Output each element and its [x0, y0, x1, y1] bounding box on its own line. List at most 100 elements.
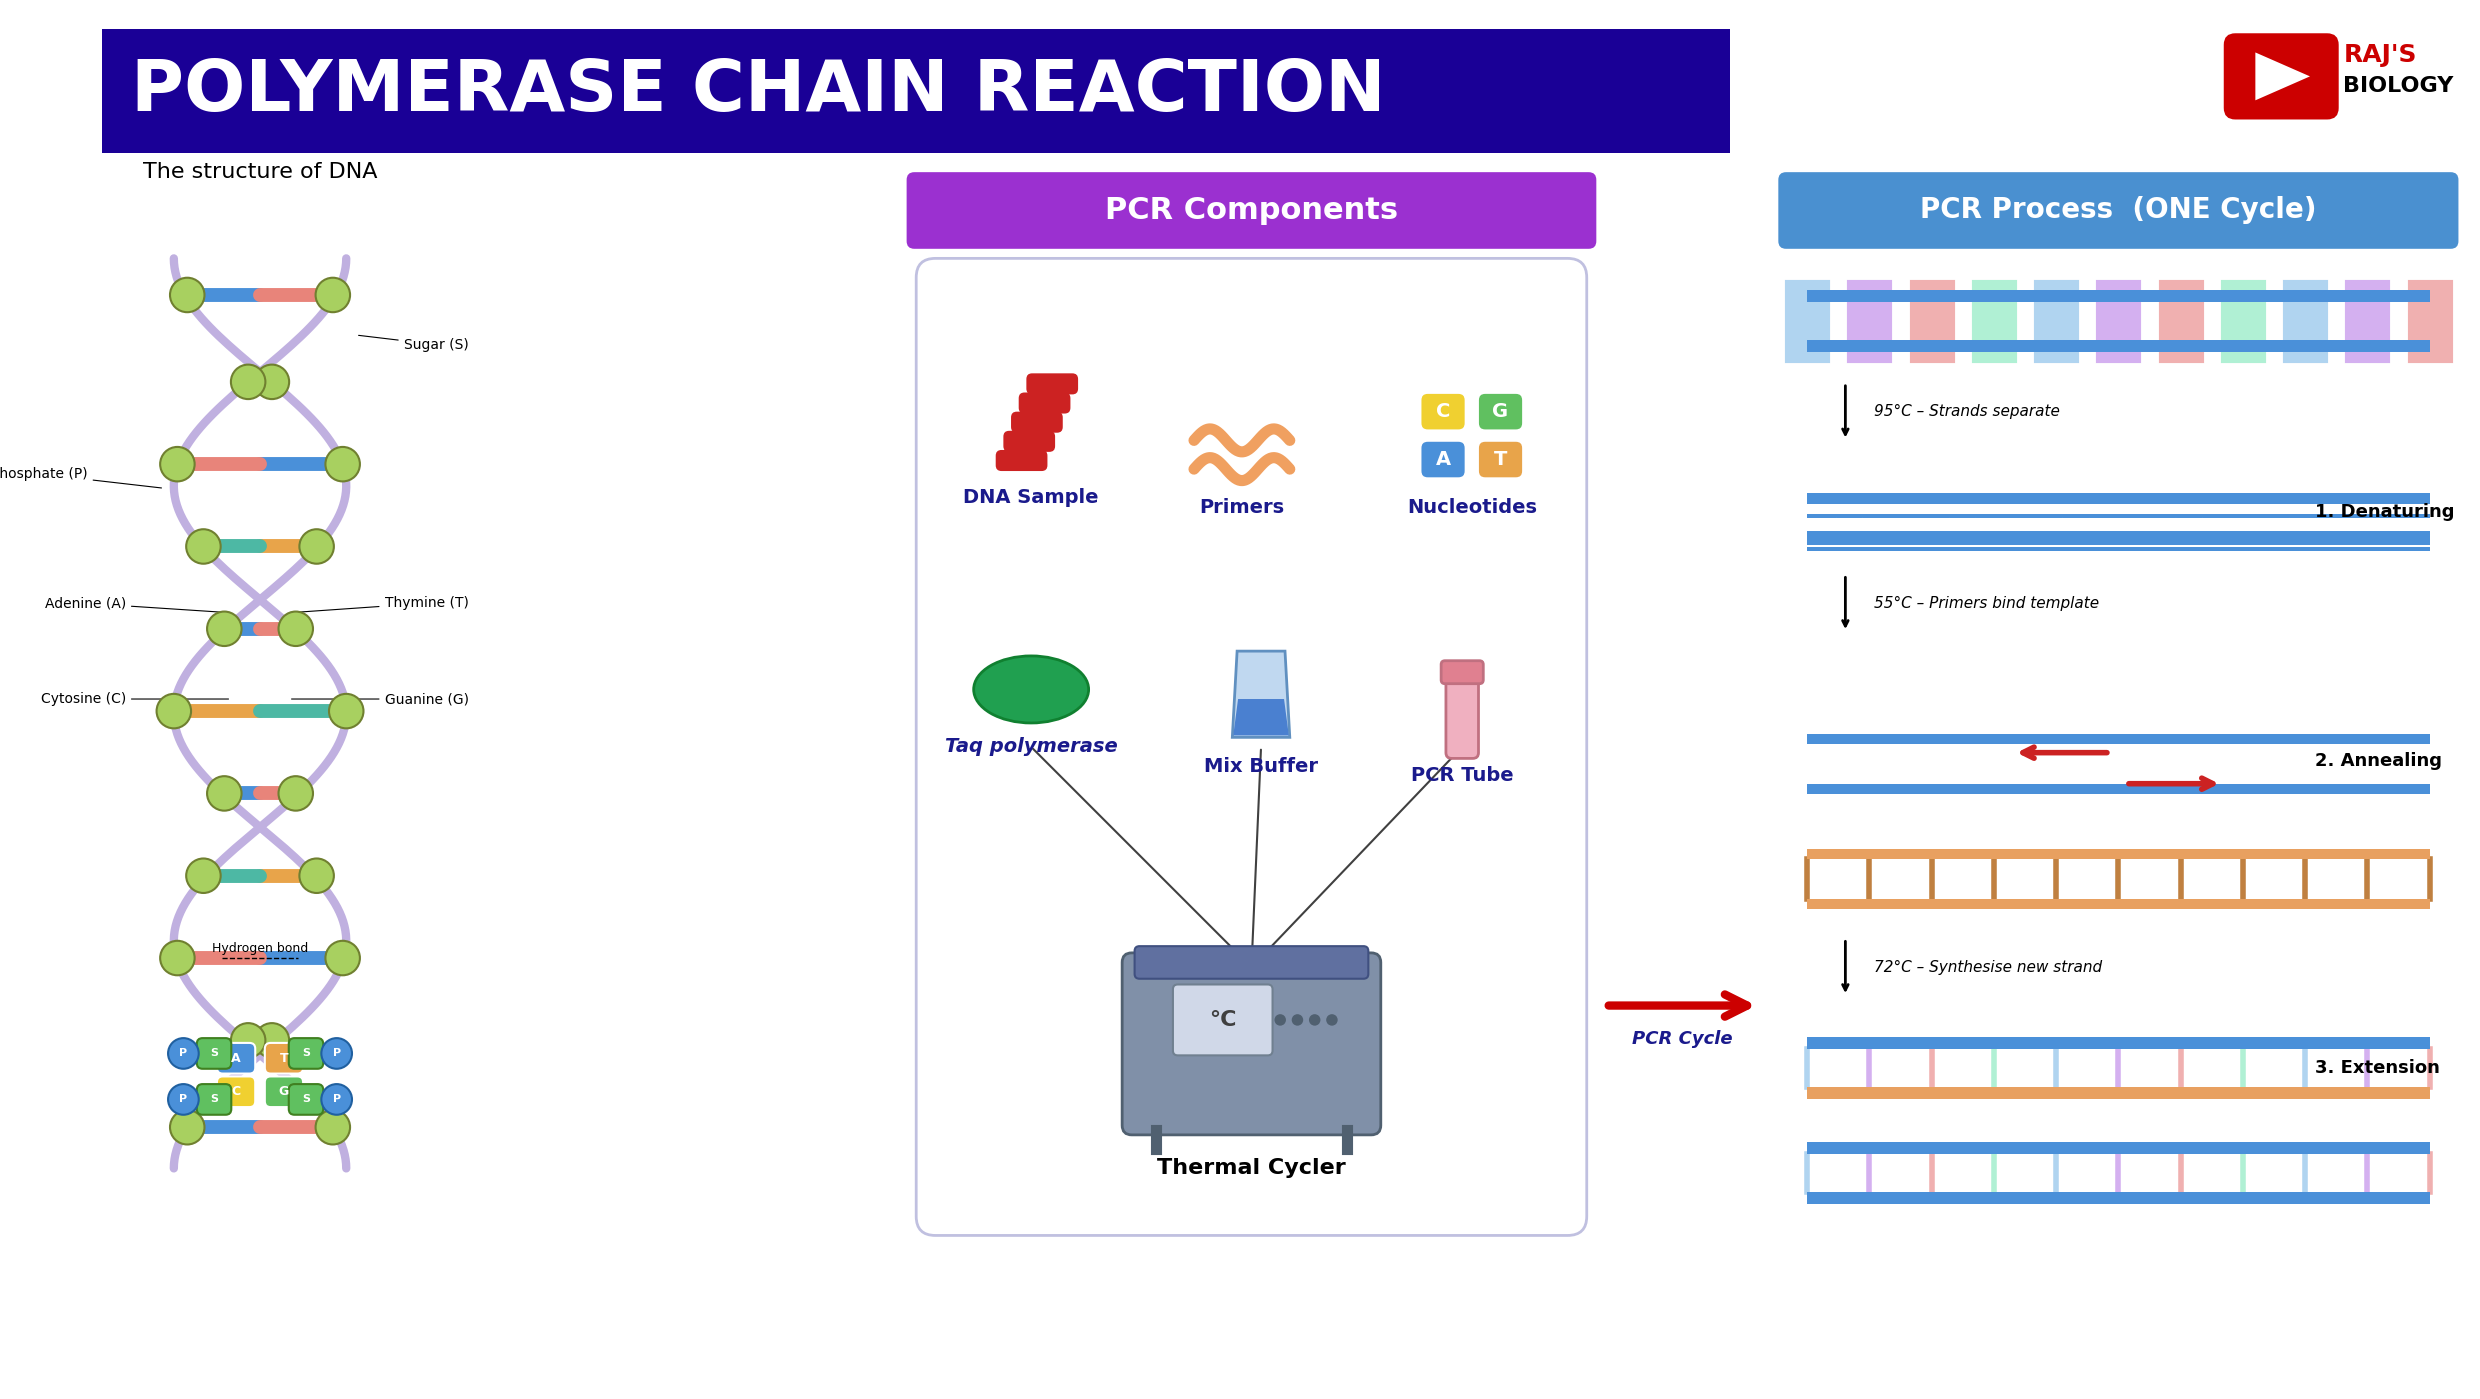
Circle shape	[206, 611, 241, 646]
FancyBboxPatch shape	[1121, 953, 1381, 1135]
Bar	[1808, 513, 2430, 518]
Text: PCR Process  (ONE Cycle): PCR Process (ONE Cycle)	[1920, 196, 2316, 224]
Circle shape	[325, 446, 360, 481]
Bar	[1808, 547, 2430, 551]
FancyBboxPatch shape	[216, 1042, 255, 1073]
Bar	[1808, 534, 2430, 546]
Circle shape	[186, 859, 221, 893]
Polygon shape	[1233, 700, 1290, 736]
Bar	[1808, 898, 2430, 909]
FancyBboxPatch shape	[1004, 431, 1054, 452]
Text: C: C	[231, 1086, 241, 1098]
Text: °C: °C	[1208, 1010, 1238, 1030]
Bar	[1808, 733, 2430, 744]
Circle shape	[1327, 1014, 1337, 1025]
FancyBboxPatch shape	[1027, 374, 1079, 395]
Bar	[1808, 494, 2430, 504]
Ellipse shape	[975, 656, 1089, 723]
Circle shape	[1292, 1014, 1302, 1025]
Circle shape	[171, 278, 203, 312]
Text: PCR Tube: PCR Tube	[1411, 767, 1513, 785]
FancyBboxPatch shape	[1446, 679, 1478, 758]
Bar	[1808, 290, 2430, 302]
Bar	[1808, 530, 2430, 534]
Circle shape	[186, 529, 221, 564]
Text: BIOLOGY: BIOLOGY	[2344, 76, 2453, 97]
FancyBboxPatch shape	[908, 172, 1597, 249]
Circle shape	[278, 776, 312, 810]
Text: Adenine (A): Adenine (A)	[45, 596, 228, 613]
Text: P: P	[179, 1048, 188, 1059]
FancyBboxPatch shape	[265, 1076, 303, 1107]
Text: P: P	[332, 1094, 340, 1104]
Bar	[1808, 497, 2430, 501]
Text: Primers: Primers	[1200, 498, 1285, 518]
Text: DNA Sample: DNA Sample	[962, 488, 1099, 508]
FancyBboxPatch shape	[265, 1042, 303, 1073]
Text: 2. Annealing: 2. Annealing	[2314, 753, 2443, 771]
FancyBboxPatch shape	[1478, 393, 1523, 431]
Circle shape	[322, 1038, 352, 1069]
Bar	[102, 29, 1731, 152]
Text: 55°C – Primers bind template: 55°C – Primers bind template	[1875, 596, 2098, 611]
Circle shape	[255, 365, 290, 399]
Circle shape	[322, 1084, 352, 1115]
Circle shape	[1275, 1014, 1287, 1025]
Text: A: A	[1436, 450, 1451, 469]
Circle shape	[171, 1109, 203, 1144]
Text: S: S	[303, 1048, 310, 1059]
Text: POLYMERASE CHAIN REACTION: POLYMERASE CHAIN REACTION	[131, 57, 1386, 126]
FancyBboxPatch shape	[1778, 172, 2458, 249]
Text: Guanine (G): Guanine (G)	[293, 693, 469, 706]
Text: P: P	[179, 1094, 188, 1104]
Text: PCR Components: PCR Components	[1106, 196, 1399, 225]
Text: S: S	[211, 1094, 218, 1104]
Circle shape	[325, 940, 360, 975]
FancyBboxPatch shape	[1136, 946, 1369, 979]
Circle shape	[330, 694, 365, 729]
Polygon shape	[1233, 651, 1290, 737]
Text: Thermal Cycler: Thermal Cycler	[1158, 1158, 1347, 1178]
Text: PCR Cycle: PCR Cycle	[1632, 1030, 1734, 1048]
Text: The structure of DNA: The structure of DNA	[144, 162, 377, 182]
Bar	[1808, 1087, 2430, 1098]
FancyBboxPatch shape	[1421, 393, 1466, 431]
Circle shape	[315, 1109, 350, 1144]
Text: 72°C – Synthesise new strand: 72°C – Synthesise new strand	[1875, 960, 2103, 975]
Text: 3. Extension: 3. Extension	[2314, 1059, 2440, 1077]
Bar	[1808, 340, 2430, 351]
Text: Cytosine (C): Cytosine (C)	[40, 693, 228, 706]
FancyBboxPatch shape	[1478, 441, 1523, 478]
FancyBboxPatch shape	[216, 1076, 255, 1107]
Text: Mix Buffer: Mix Buffer	[1205, 757, 1317, 775]
Circle shape	[231, 365, 265, 399]
Bar	[1808, 849, 2430, 859]
Circle shape	[1309, 1014, 1319, 1025]
FancyBboxPatch shape	[288, 1038, 322, 1069]
Text: T: T	[280, 1052, 288, 1065]
Text: 1. Denaturing: 1. Denaturing	[2314, 504, 2455, 522]
FancyBboxPatch shape	[915, 259, 1587, 1235]
Circle shape	[278, 611, 312, 646]
FancyBboxPatch shape	[994, 450, 1047, 471]
FancyBboxPatch shape	[1019, 393, 1071, 414]
FancyBboxPatch shape	[2225, 34, 2339, 119]
Text: S: S	[303, 1094, 310, 1104]
Text: Thymine (T): Thymine (T)	[293, 596, 469, 613]
FancyBboxPatch shape	[196, 1038, 231, 1069]
Circle shape	[169, 1084, 198, 1115]
Text: Phosphate (P): Phosphate (P)	[0, 467, 161, 488]
Circle shape	[169, 1038, 198, 1069]
Circle shape	[206, 776, 241, 810]
FancyBboxPatch shape	[1173, 985, 1272, 1055]
Text: Sugar (S): Sugar (S)	[360, 336, 469, 351]
Circle shape	[161, 940, 193, 975]
FancyBboxPatch shape	[1421, 441, 1466, 478]
Circle shape	[231, 1023, 265, 1058]
Text: G: G	[278, 1086, 290, 1098]
Circle shape	[300, 529, 335, 564]
Text: RAJ'S: RAJ'S	[2344, 43, 2418, 67]
Text: Hydrogen bond: Hydrogen bond	[211, 942, 308, 954]
Circle shape	[255, 1023, 290, 1058]
Text: 95°C – Strands separate: 95°C – Strands separate	[1875, 404, 2061, 420]
